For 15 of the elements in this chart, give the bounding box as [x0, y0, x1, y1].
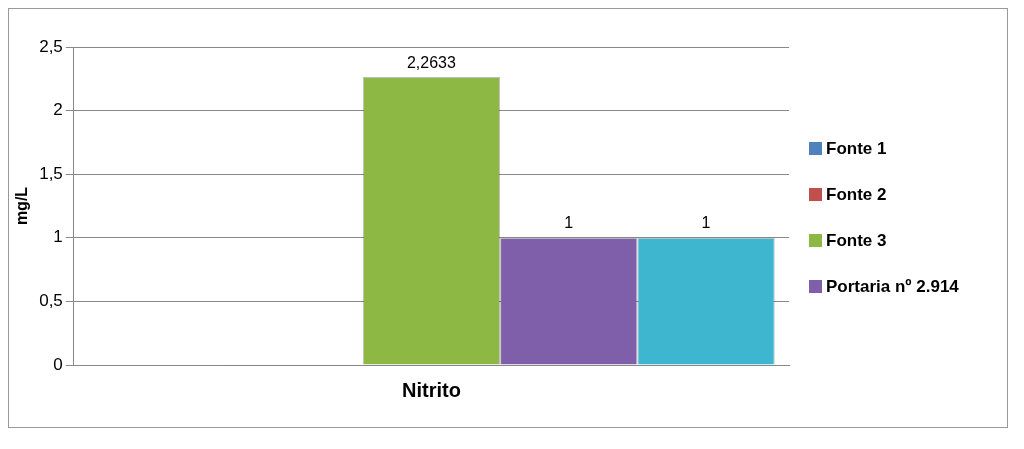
legend-label: Fonte 1 [826, 139, 888, 159]
y-tick-label: 0,5 [39, 291, 63, 311]
x-tick-label: Nitrito [401, 378, 461, 401]
data-label: 1 [701, 214, 711, 232]
legend-label: Fonte 2 [826, 185, 888, 205]
legend-label: Portaria nº 2.914 [826, 277, 960, 297]
data-label: 2,2633 [406, 53, 456, 71]
y-tick-label: 1,5 [39, 163, 63, 183]
y-tick-label: 2,5 [39, 36, 63, 56]
data-label: 1 [564, 214, 574, 232]
y-axis-title: mg/L [13, 186, 31, 226]
y-tick-label: 1 [53, 227, 63, 247]
y-tick-label: 2 [53, 100, 63, 120]
legend-label: Fonte 3 [826, 231, 888, 251]
y-tick-label: 0 [53, 354, 63, 374]
